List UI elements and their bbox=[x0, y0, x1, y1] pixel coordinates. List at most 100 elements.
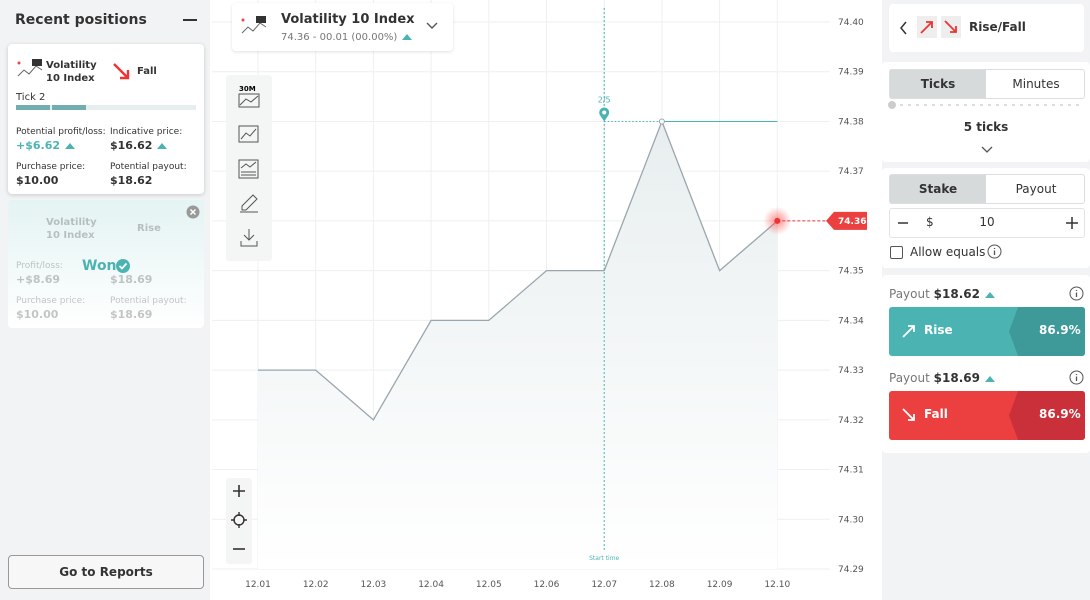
peak-point bbox=[658, 118, 665, 125]
payout-label: Payout bbox=[889, 371, 930, 385]
expand-icon[interactable] bbox=[981, 146, 993, 154]
decrease[interactable] bbox=[898, 222, 908, 224]
symbol-selector[interactable]: Volatility 10 Index 74.36 - 00.01 (00.00… bbox=[232, 3, 453, 51]
duration-tab[interactable]: Minutes bbox=[1012, 77, 1060, 91]
field-label: Purchase price: bbox=[16, 296, 86, 306]
field-value-text: $16.62 bbox=[110, 139, 153, 152]
fall-label: Fall bbox=[924, 407, 948, 421]
panel-title: Recent positions bbox=[15, 12, 147, 28]
field-value: $18.62 bbox=[110, 174, 153, 187]
field-value: $10.00 bbox=[16, 308, 59, 321]
y-tick-label: 74.29 bbox=[838, 565, 864, 575]
quote: 74.36 - 00.01 (00.00%) bbox=[281, 32, 413, 43]
rise-percent: 86.9% bbox=[1039, 323, 1081, 337]
x-tick-label: 12.09 bbox=[707, 580, 733, 590]
increase[interactable] bbox=[1066, 217, 1078, 229]
zoom-in[interactable] bbox=[232, 484, 246, 498]
y-tick-label: 74.40 bbox=[838, 18, 864, 28]
y-tick-label: 74.39 bbox=[838, 68, 864, 78]
marker-label: 2/5 bbox=[598, 95, 611, 104]
direction: Fall bbox=[137, 66, 157, 77]
interval-label: 30M bbox=[239, 85, 256, 93]
y-tick-label: 74.38 bbox=[838, 117, 864, 127]
payout-value: $18.69 bbox=[933, 371, 980, 385]
rise-icon bbox=[902, 325, 915, 338]
checkbox[interactable] bbox=[890, 246, 903, 259]
allow-equals-label: Allow equals bbox=[910, 245, 986, 259]
amount: 10 bbox=[979, 215, 995, 229]
collapse-button[interactable] bbox=[183, 19, 197, 21]
back-icon bbox=[900, 21, 907, 35]
symbol-icon bbox=[17, 59, 43, 77]
y-tick-label: 74.35 bbox=[838, 267, 864, 277]
trade-type-selector[interactable]: Rise/Fall bbox=[889, 4, 1084, 52]
info-icon[interactable] bbox=[987, 244, 1002, 259]
x-tick-label: 12.08 bbox=[649, 580, 675, 590]
reports-button[interactable]: Go to Reports bbox=[8, 555, 204, 589]
duration-section: Ticks Minutes 5 ticks bbox=[882, 62, 1090, 162]
duration-slider[interactable] bbox=[886, 100, 1086, 110]
symbol-name: Volatility 10 Index bbox=[46, 60, 97, 84]
x-tick-label: 12.05 bbox=[476, 580, 502, 590]
field-label: Potential profit/loss: bbox=[16, 127, 106, 137]
field-label: Profit/loss: bbox=[16, 261, 63, 271]
field-label: Potential payout: bbox=[110, 296, 187, 306]
current-price-tag bbox=[826, 211, 867, 230]
direction: Rise bbox=[137, 223, 161, 234]
zoom-controls bbox=[226, 478, 252, 564]
indicators-button[interactable] bbox=[238, 158, 262, 180]
amount-tab[interactable]: Payout bbox=[1015, 182, 1057, 196]
status: Won bbox=[82, 258, 117, 274]
x-tick-label: 12.02 bbox=[303, 580, 329, 590]
payout-label: Payout bbox=[889, 287, 930, 301]
field-value: +$6.62 bbox=[16, 139, 76, 152]
field-label: Purchase price: bbox=[16, 162, 86, 172]
fall-icon bbox=[113, 63, 130, 80]
rise-label: Rise bbox=[924, 323, 953, 337]
area bbox=[258, 121, 778, 570]
y-tick-label: 74.31 bbox=[838, 466, 864, 476]
y-tick-label: 74.32 bbox=[838, 416, 864, 426]
field-value: +$8.69 bbox=[16, 273, 61, 286]
drawing-button[interactable] bbox=[238, 192, 262, 214]
info-icon[interactable] bbox=[1069, 370, 1084, 385]
x-tick-label: 12.06 bbox=[534, 580, 560, 590]
reset-zoom[interactable] bbox=[231, 512, 247, 528]
fall-percent: 86.9% bbox=[1039, 407, 1081, 421]
info-icon[interactable] bbox=[1069, 286, 1084, 301]
y-tick-label: 74.37 bbox=[838, 167, 864, 177]
currency: $ bbox=[926, 215, 934, 229]
position-card[interactable]: Volatility 10 Index Fall Tick 2 Potentia… bbox=[8, 44, 204, 194]
download-button[interactable] bbox=[238, 227, 262, 249]
duration-tab[interactable]: Ticks bbox=[890, 70, 986, 98]
start-time-label: Start time bbox=[589, 555, 619, 562]
duration-value: 5 ticks bbox=[963, 120, 1009, 134]
zoom-out[interactable] bbox=[232, 542, 246, 556]
marker-pin-hole bbox=[602, 110, 607, 115]
current-price-label: 74.36 bbox=[838, 217, 866, 227]
price-line bbox=[258, 119, 778, 421]
positions-panel: Recent positions Volatility 10 Index Fal… bbox=[0, 0, 210, 600]
interval-button[interactable]: 30M bbox=[238, 85, 262, 109]
amount-tab[interactable]: Stake bbox=[890, 175, 986, 203]
position-card-won[interactable]: Volatility 10 Index Rise Profit/loss: +$… bbox=[8, 200, 204, 328]
field-value: $18.69 bbox=[110, 308, 153, 321]
chart-type-button[interactable] bbox=[238, 123, 262, 145]
fall-icon bbox=[902, 408, 915, 421]
close-button[interactable] bbox=[186, 205, 200, 219]
chart: 74.29 74.30 74.31 74.32 74.33 74.34 74.35 74.36… bbox=[212, 0, 867, 590]
field-value: $18.69 bbox=[110, 273, 153, 286]
field-label: Indicative price: bbox=[110, 127, 183, 137]
amount-input[interactable]: $ 10 bbox=[889, 208, 1085, 238]
fall-button[interactable]: Fall 86.9% bbox=[889, 391, 1085, 440]
payout-row: Payout $18.62 bbox=[889, 287, 995, 301]
y-tick-label: 74.33 bbox=[838, 366, 864, 376]
trade-type: Rise/Fall bbox=[969, 20, 1026, 34]
x-tick-label: 12.01 bbox=[245, 580, 271, 590]
dropdown-icon bbox=[426, 22, 438, 29]
rise-button[interactable]: Rise 86.9% bbox=[889, 307, 1085, 356]
x-tick-label: 12.10 bbox=[764, 580, 790, 590]
chart-toolbar: 30M bbox=[226, 75, 272, 261]
field-label: Potential payout: bbox=[110, 162, 187, 172]
